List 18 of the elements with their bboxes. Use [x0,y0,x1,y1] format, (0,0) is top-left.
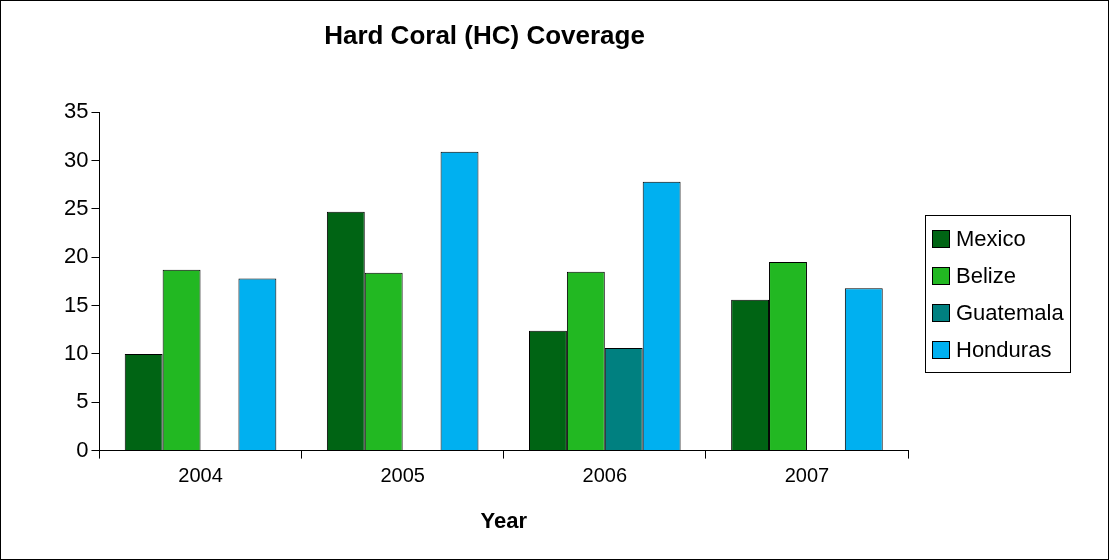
legend-label: Honduras [956,336,1052,363]
legend-label: Mexico [956,225,1026,252]
x-tick-label: 2004 [178,464,223,487]
x-tick-label: 2007 [784,464,830,487]
y-tick-label: 15 [63,291,89,317]
y-tick-label: 30 [63,146,89,172]
x-tick-label: 2005 [380,464,425,487]
y-tick-label: 0 [76,436,89,462]
y-tick-label: 20 [63,243,89,269]
legend-label: Belize [956,262,1016,289]
y-tick-label: 5 [76,388,89,414]
y-tick-label: 35 [63,98,89,124]
x-axis-title: Year [480,507,528,533]
y-tick-label: 10 [63,339,89,365]
x-tick-label: 2006 [582,464,628,487]
y-tick-label: 25 [63,194,89,220]
chart-title: Hard Coral (HC) Coverage [324,19,645,50]
legend-label: Guatemala [956,299,1064,326]
